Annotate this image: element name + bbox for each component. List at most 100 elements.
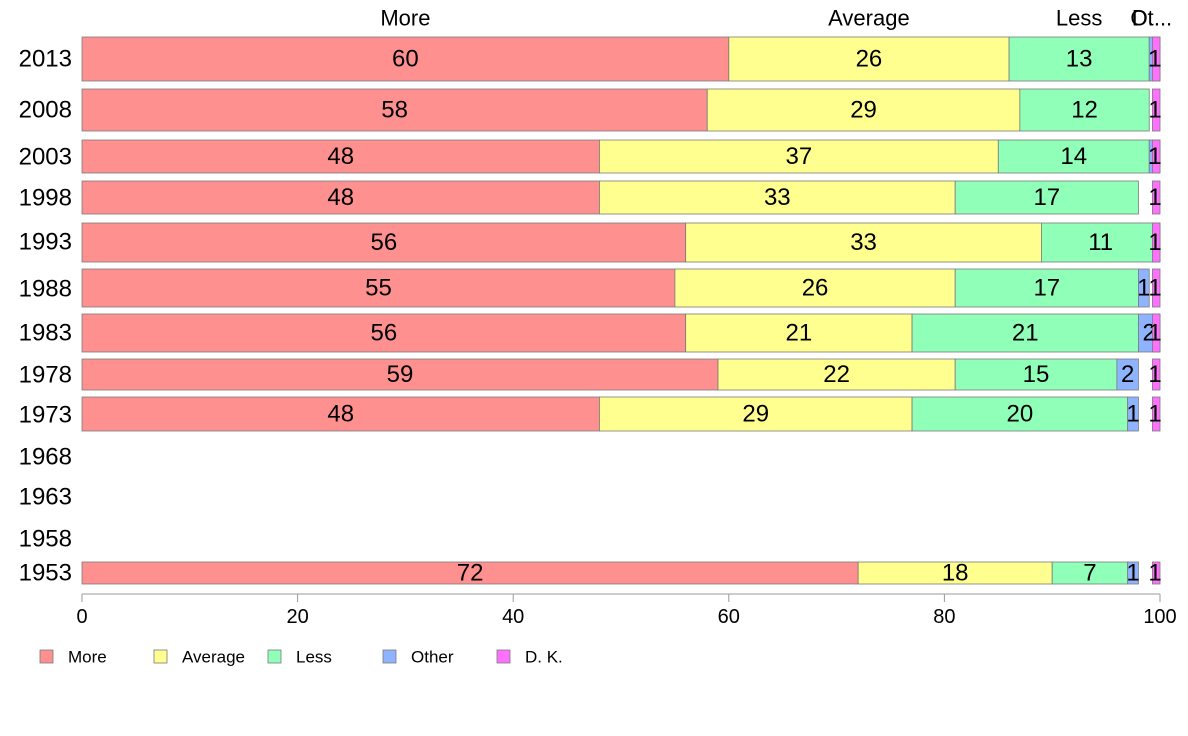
- top-series-labels: More Average Less OtD....: [380, 6, 1172, 31]
- value-label: 1: [1126, 401, 1139, 428]
- bar-segment: [911, 396, 1129, 432]
- bar-segment: [1019, 88, 1150, 132]
- bar-segment: [81, 268, 676, 308]
- value-label: 55: [365, 275, 392, 302]
- x-tick-label: 40: [502, 606, 524, 628]
- value-label: 1: [1126, 560, 1139, 587]
- bar-segment: [685, 222, 1042, 263]
- year-label: 1978: [19, 362, 72, 389]
- value-label: 13: [1066, 46, 1093, 73]
- bar-segment: [1127, 396, 1139, 432]
- year-label: 1953: [19, 560, 72, 587]
- legend-label: Other: [411, 648, 454, 667]
- value-label: 1: [1148, 401, 1161, 428]
- value-label: 37: [786, 143, 813, 170]
- legend-swatch: [382, 649, 397, 664]
- value-label: 48: [327, 143, 354, 170]
- value-label: 56: [370, 229, 397, 256]
- value-label: 56: [370, 320, 397, 347]
- x-tick-label: 60: [718, 606, 740, 628]
- bar-segment: [599, 139, 999, 174]
- value-label: 2: [1121, 361, 1134, 388]
- legend-label: More: [68, 648, 107, 667]
- bar-segment: [954, 358, 1118, 391]
- bar-segment: [674, 268, 956, 308]
- top-series-label: More: [380, 6, 430, 31]
- bar-segment: [1116, 358, 1139, 391]
- x-tick-label: 0: [76, 606, 87, 628]
- bar-segment: [1152, 268, 1161, 308]
- bar-row: 72 18 7 1 1: [81, 560, 1162, 587]
- value-label: 1: [1148, 184, 1161, 211]
- bar-segment: [728, 36, 1010, 82]
- value-label: 15: [1023, 361, 1050, 388]
- value-label: 33: [850, 229, 877, 256]
- bar-row: 56 21 21 21: [81, 313, 1162, 353]
- value-label: 1: [1148, 229, 1161, 256]
- x-tick-label: 100: [1143, 606, 1176, 628]
- year-label: 1958: [19, 526, 72, 553]
- bar-segment: [954, 268, 1139, 308]
- bar-segment: [954, 180, 1139, 215]
- top-series-label: D....: [1132, 6, 1172, 31]
- bar-segment: [685, 313, 913, 353]
- bar-segment: [1152, 222, 1161, 263]
- value-label: 60: [392, 46, 419, 73]
- value-label: 1: [1137, 275, 1150, 302]
- bar-segment: [1138, 268, 1150, 308]
- bar-segment: [599, 396, 913, 432]
- bar-segment: [1152, 358, 1161, 391]
- legend-item: More: [39, 648, 107, 667]
- legend-item: Average: [153, 648, 245, 667]
- value-label: 59: [387, 361, 414, 388]
- bar-segment: [81, 222, 687, 263]
- value-label: 22: [823, 361, 850, 388]
- bar-row: 59 22 15 2 1: [81, 358, 1162, 391]
- bar-segment: [1152, 139, 1161, 174]
- value-label: 21: [786, 320, 813, 347]
- year-label: 2008: [19, 97, 72, 124]
- year-labels: 2013 2008 2003 1998 1993 1988 1983 1978 1973 1968…: [19, 46, 72, 587]
- year-label: 2003: [19, 144, 72, 171]
- year-label: 1998: [19, 185, 72, 212]
- bar-segment: [81, 88, 708, 132]
- bar-segment: [1152, 313, 1161, 353]
- value-label: 33: [764, 184, 791, 211]
- value-label: 18: [942, 560, 969, 587]
- top-series-label: Ot: [1130, 6, 1153, 31]
- bars: 6026131158291214837141148331715633111552…: [81, 36, 1162, 587]
- x-tick-label: 20: [286, 606, 308, 628]
- year-label: 1983: [19, 320, 72, 347]
- legend-swatch: [39, 649, 54, 664]
- year-label: 1973: [19, 402, 72, 429]
- bar-row: 56 33 11 1: [81, 222, 1162, 263]
- legend-swatch: [153, 649, 168, 664]
- value-label: 1: [1148, 143, 1161, 170]
- legend-swatch: [267, 649, 282, 664]
- value-label: 1: [1148, 275, 1161, 302]
- value-label: 21: [1012, 320, 1039, 347]
- bar-segment: [1127, 561, 1139, 585]
- legend-label: D. K.: [525, 648, 563, 667]
- bar-segment: [1152, 396, 1161, 432]
- value-label: 1: [1148, 46, 1161, 73]
- bar-row: 60261311: [81, 36, 1162, 82]
- legend-swatch: [496, 649, 511, 664]
- bar-segment: [1152, 36, 1161, 82]
- bar-segment: [997, 139, 1150, 174]
- bar-segment: [81, 180, 600, 215]
- value-label: 29: [742, 401, 769, 428]
- value-label: 26: [856, 46, 883, 73]
- x-axis: 0 20 40 60 80 100: [76, 593, 1177, 628]
- legend-item: Less: [267, 648, 332, 667]
- bar-segment: [1041, 222, 1161, 263]
- bar-row: 55 26 17 11: [81, 268, 1162, 308]
- value-label: 1: [1148, 361, 1161, 388]
- value-label: 7: [1083, 560, 1096, 587]
- bar-row: 48 29 20 1 1: [81, 396, 1162, 432]
- year-label: 1993: [19, 229, 72, 256]
- bar-segment: [81, 396, 600, 432]
- value-label: 11: [1088, 229, 1113, 256]
- value-label: 48: [327, 401, 354, 428]
